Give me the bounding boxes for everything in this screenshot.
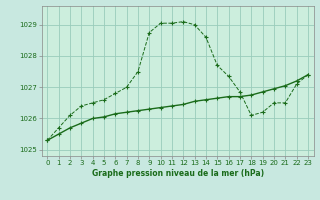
X-axis label: Graphe pression niveau de la mer (hPa): Graphe pression niveau de la mer (hPa) [92, 169, 264, 178]
